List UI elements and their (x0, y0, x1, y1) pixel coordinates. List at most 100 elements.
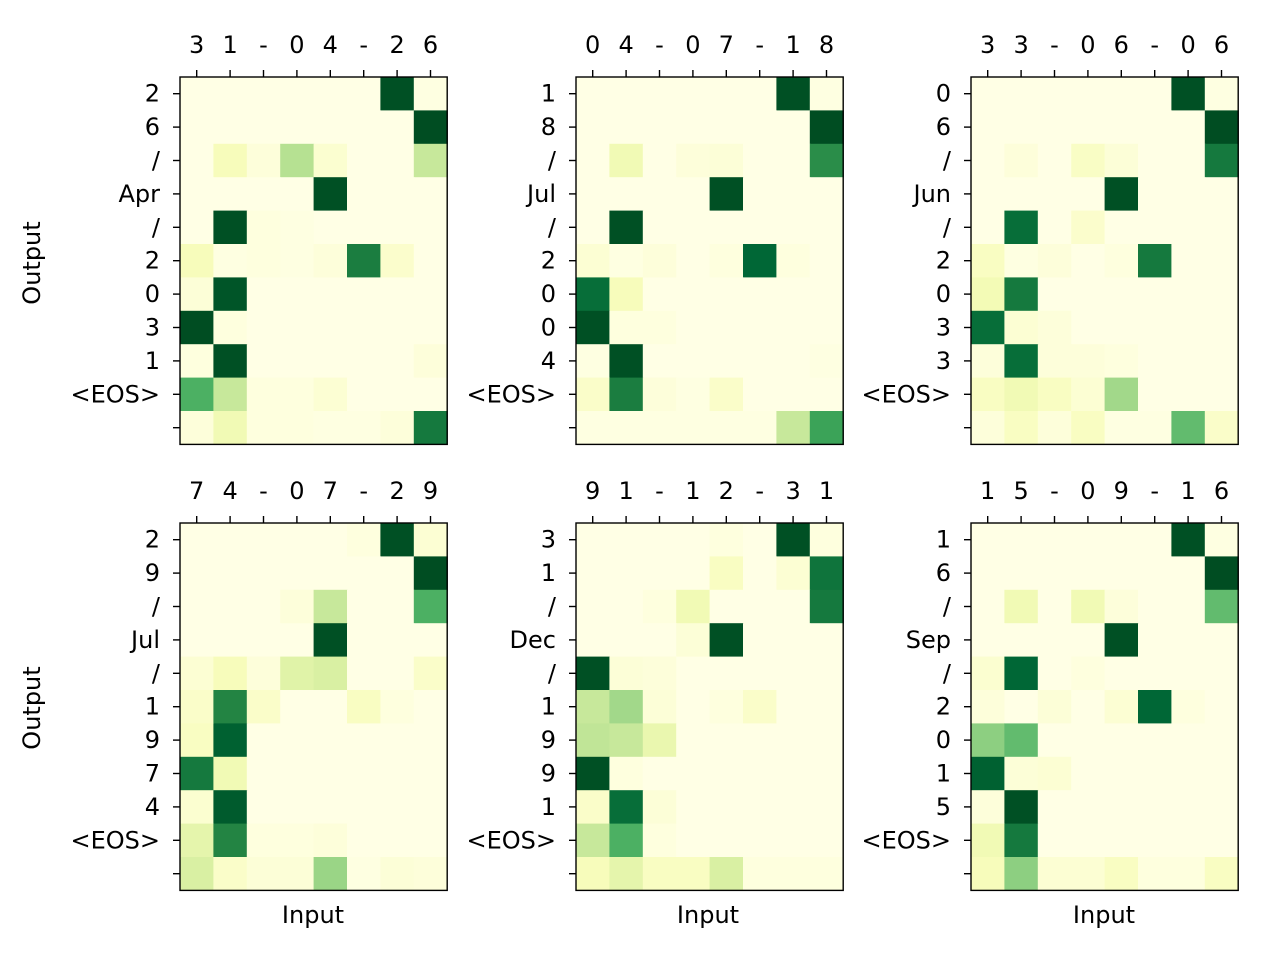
heatmap-cell (1171, 589, 1206, 624)
x-tick-label: 0 (289, 477, 304, 505)
x-tick-label: 0 (1080, 477, 1095, 505)
y-tick-label: 0 (145, 280, 160, 308)
heatmap-cell (1004, 690, 1039, 724)
heatmap-cell (809, 244, 844, 278)
heatmap-cell (213, 177, 248, 212)
heatmap-cell (1004, 244, 1039, 278)
heatmap-cell (246, 77, 281, 111)
heatmap-cell (1004, 210, 1039, 245)
heatmap-cell (1204, 210, 1239, 245)
heatmap-cell (347, 310, 381, 345)
heatmap-cell (1104, 857, 1139, 891)
heatmap-cell (576, 177, 610, 212)
y-tick-label: 1 (541, 559, 556, 587)
heatmap-cell (709, 377, 744, 412)
heatmap-cell (413, 244, 448, 278)
heatmap-cell (576, 823, 610, 858)
heatmap-cell (1171, 723, 1206, 758)
heatmap-cell (642, 344, 677, 379)
heatmap-cell (971, 756, 1005, 791)
heatmap-cell (1037, 857, 1072, 891)
heatmap-cell (347, 411, 381, 445)
heatmap-cell (180, 344, 214, 379)
heatmap-cell (642, 177, 677, 212)
heatmap-cell (180, 377, 214, 412)
x-tick-label: 1 (980, 477, 995, 505)
heatmap-cell (1104, 523, 1139, 557)
x-tick-label: 8 (819, 31, 834, 59)
x-tick-label: 1 (222, 31, 237, 59)
heatmap-cell (380, 656, 415, 691)
heatmap-cell (1204, 723, 1239, 758)
y-tick-label: 3 (936, 314, 951, 342)
heatmap-cell (280, 344, 315, 379)
heatmap-cell (1138, 110, 1172, 145)
heatmap-cell (676, 143, 711, 178)
heatmap-cell (246, 344, 281, 379)
heatmap-cell (1171, 77, 1206, 111)
heatmap-cell (1104, 656, 1139, 691)
heatmap-cell (676, 377, 711, 412)
y-tick-label: 5 (936, 793, 951, 821)
heatmap-cell (1171, 790, 1206, 825)
heatmap-cell (1104, 377, 1139, 412)
heatmap-cell (213, 377, 248, 412)
heatmap-cell (743, 756, 777, 791)
heatmap-cell (776, 823, 811, 858)
heatmap-cell (642, 110, 677, 145)
heatmap-cell (1171, 110, 1206, 145)
heatmap-cell (709, 656, 744, 691)
heatmap-cell (180, 277, 214, 312)
heatmap-cell (676, 77, 711, 111)
heatmap-cell (1104, 623, 1139, 658)
heatmap-cell (676, 110, 711, 145)
heatmap-cell (809, 523, 844, 557)
heatmap-cell (180, 623, 214, 658)
heatmap-cell (971, 411, 1005, 445)
heatmap-cell (609, 210, 644, 245)
heatmap-cell (576, 244, 610, 278)
heatmap-cell (1138, 589, 1172, 624)
heatmap-cell (280, 690, 315, 724)
heatmap-cell (413, 377, 448, 412)
y-tick-label: 1 (936, 526, 951, 554)
heatmap-cell (1004, 556, 1039, 591)
heatmap-cell (246, 143, 281, 178)
heatmap-cell (1171, 177, 1206, 212)
heatmap-cell (1037, 344, 1072, 379)
heatmap-cell (743, 556, 777, 591)
heatmap-cell (676, 756, 711, 791)
heatmap-cell (743, 723, 777, 758)
heatmap-cell (709, 589, 744, 624)
y-tick-label: Jul (129, 626, 160, 654)
x-tick-label: 2 (389, 31, 404, 59)
heatmap-cell (576, 277, 610, 312)
heatmap-cell (380, 690, 415, 724)
heatmap-cell (1138, 77, 1172, 111)
heatmap-cell (1204, 310, 1239, 345)
y-tick-label: 2 (936, 247, 951, 275)
heatmap-cell (743, 823, 777, 858)
heatmap-cell (1071, 857, 1106, 891)
heatmap-cell (347, 823, 381, 858)
y-tick-label: 2 (936, 693, 951, 721)
heatmap-cell (676, 656, 711, 691)
heatmap-cell (809, 857, 844, 891)
x-tick-label: - (1050, 477, 1059, 505)
heatmap-cell (213, 823, 248, 858)
heatmap-cell (971, 244, 1005, 278)
heatmap-cell (743, 790, 777, 825)
heatmap-cell (246, 411, 281, 445)
y-tick-label: 1 (541, 80, 556, 108)
heatmap-cell (380, 523, 415, 557)
y-tick-label: 6 (145, 113, 160, 141)
heatmap-cell (1071, 143, 1106, 178)
heatmap-cell (709, 790, 744, 825)
heatmap-cell (1037, 143, 1072, 178)
heatmap-cell (609, 756, 644, 791)
heatmap-cell (1104, 723, 1139, 758)
heatmap-cell (971, 377, 1005, 412)
heatmap-cell (380, 244, 415, 278)
heatmap-cell (971, 690, 1005, 724)
